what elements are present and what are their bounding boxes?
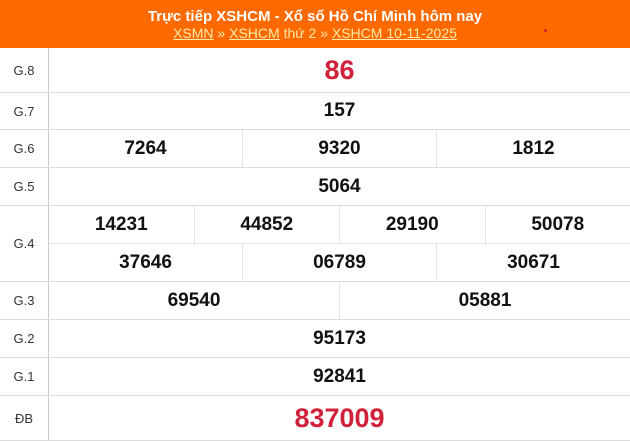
- prize-label: ĐB: [0, 396, 49, 440]
- number-line: 95173: [49, 320, 630, 357]
- prize-number: 50078: [484, 206, 630, 243]
- link-xsmn[interactable]: XSMN: [173, 25, 214, 41]
- prize-number: 7264: [124, 137, 167, 159]
- prize-number: 69540: [167, 289, 221, 311]
- number-line: 37646 06789 30671: [49, 243, 630, 281]
- prize-row: G.5 5064: [0, 168, 630, 206]
- prize-label: G.2: [0, 320, 49, 357]
- prize-label: G.1: [0, 358, 49, 395]
- prize-row: G.2 95173: [0, 320, 630, 358]
- prize-number: 5064: [318, 175, 361, 197]
- number-line: 837009: [49, 396, 630, 440]
- prize-row: G.6 7264 9320 1812: [0, 130, 630, 168]
- prize-number: 05881: [339, 282, 630, 319]
- prize-number: 95173: [313, 327, 366, 349]
- number-line: 5064: [49, 168, 630, 205]
- number-line: 14231 44852 29190 50078: [49, 206, 630, 243]
- prize-numbers: 837009: [49, 396, 630, 440]
- prize-number: 9320: [242, 130, 436, 167]
- prize-label: G.7: [0, 93, 49, 129]
- prize-label: G.6: [0, 130, 49, 167]
- prize-number: 92841: [313, 365, 366, 387]
- results-header: Trực tiếp XSHCM - Xổ số Hồ Chí Minh hôm …: [0, 0, 630, 48]
- prize-number: 1812: [436, 130, 630, 167]
- number-line: 86: [49, 48, 630, 92]
- prize-row: G.4 14231 44852 29190 50078 37646 06789 30671: [0, 206, 630, 282]
- prize-label: G.5: [0, 168, 49, 205]
- number-line: 157: [49, 93, 630, 129]
- prize-row: G.8 86: [0, 48, 630, 93]
- prize-numbers: 86: [49, 48, 630, 92]
- prize-number: 37646: [119, 251, 172, 273]
- prize-number: 06789: [242, 244, 436, 281]
- prize-number: 14231: [94, 213, 148, 235]
- prize-number: 86: [324, 54, 355, 85]
- prize-numbers: 157: [49, 93, 630, 129]
- prize-number: 30671: [436, 244, 630, 281]
- prize-number: 157: [323, 100, 356, 121]
- prize-row: G.7 157: [0, 93, 630, 130]
- prize-number: 44852: [193, 206, 340, 243]
- prize-label: G.8: [0, 48, 49, 92]
- breadcrumb-day: thứ 2 »: [279, 25, 332, 41]
- prize-row: ĐB 837009: [0, 396, 630, 441]
- number-line: 92841: [49, 358, 630, 395]
- breadcrumb-separator: »: [213, 25, 230, 41]
- header-title: Trực tiếp XSHCM - Xổ số Hồ Chí Minh hôm …: [147, 8, 483, 25]
- prize-numbers: 92841: [49, 358, 630, 395]
- prize-label: G.3: [0, 282, 49, 319]
- prize-label: G.4: [0, 206, 49, 281]
- link-xshcm-date[interactable]: XSHCM 10-11-2025: [331, 25, 457, 41]
- link-xshcm[interactable]: XSHCM: [229, 25, 280, 41]
- number-line: 7264 9320 1812: [49, 130, 630, 167]
- prize-numbers: 5064: [49, 168, 630, 205]
- dot-icon: [544, 29, 547, 32]
- prize-number: 837009: [294, 402, 385, 433]
- prize-row: G.1 92841: [0, 358, 630, 396]
- prize-row: G.3 69540 05881: [0, 282, 630, 320]
- prize-numbers: 7264 9320 1812: [49, 130, 630, 167]
- prize-numbers: 95173: [49, 320, 630, 357]
- prize-numbers: 14231 44852 29190 50078 37646 06789 30671: [49, 206, 630, 281]
- results-table: G.8 86 G.7 157 G.6 7264 9320 1812 G.5 5064 G.4 1423…: [0, 48, 630, 441]
- prize-numbers: 69540 05881: [49, 282, 630, 319]
- prize-number: 29190: [339, 206, 485, 243]
- breadcrumb: XSMN » XSHCM thứ 2 » XSHCM 10-11-2025: [0, 25, 630, 42]
- number-line: 69540 05881: [49, 282, 630, 319]
